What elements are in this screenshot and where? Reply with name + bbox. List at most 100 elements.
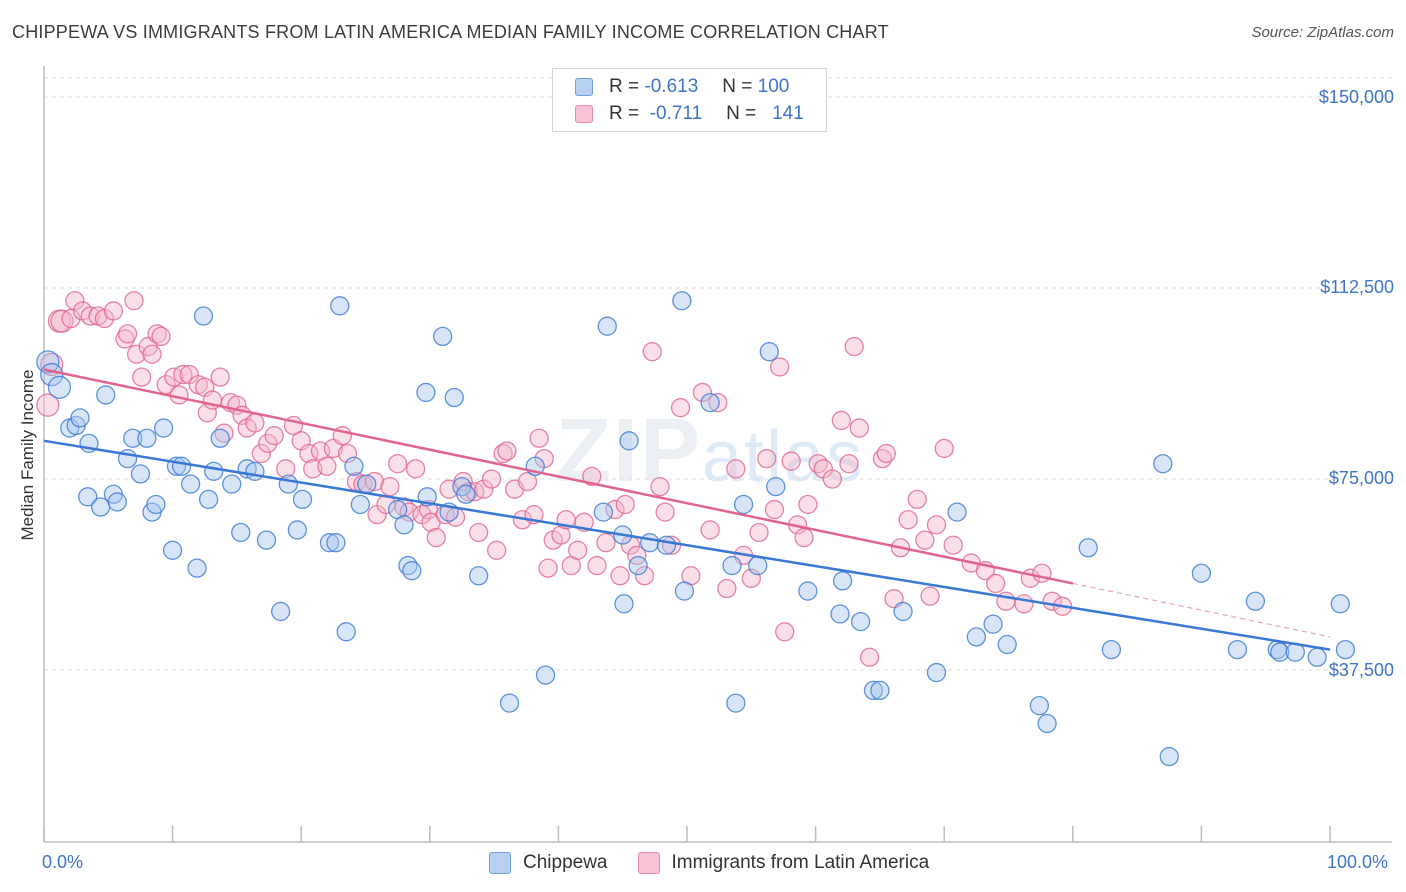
chippewa-point (187, 558, 207, 578)
latin-america-point (627, 545, 647, 566)
latin-america-point (655, 502, 675, 522)
latin-america-point (126, 344, 147, 364)
legend-row-chippewa: R = -0.613 N = 100 (575, 75, 789, 99)
chippewa-point (210, 428, 230, 448)
chippewa-point (700, 392, 720, 413)
chippewa-point (326, 533, 346, 553)
series-chippewa-points (36, 291, 1356, 767)
chippewa-point (798, 581, 818, 601)
chippewa-point (893, 601, 913, 622)
chippewa-point (36, 350, 60, 374)
latin-america-point (907, 489, 927, 510)
latin-america-point (303, 459, 323, 479)
series-legend: Chippewa Immigrants from Latin America (489, 852, 959, 874)
chippewa-point (394, 515, 414, 535)
chippewa-point (672, 291, 692, 311)
chippewa-point (640, 533, 660, 553)
latin-america-point (844, 336, 864, 357)
latin-america-point (245, 413, 265, 433)
chippewa-point (287, 520, 307, 540)
legend-n-value: 141 (772, 103, 804, 124)
latin-america-point (831, 410, 851, 431)
latin-america-point (258, 433, 278, 453)
latin-america-point (781, 451, 801, 471)
chippewa-point (674, 581, 695, 601)
latin-america-point (364, 471, 385, 492)
chippewa-point (319, 533, 340, 553)
latin-america-point (876, 443, 896, 464)
chippewa-point (444, 387, 464, 408)
latin-america-point (670, 398, 691, 418)
chippewa-point (70, 408, 90, 428)
chippewa-point (137, 428, 157, 448)
chippewa-point (832, 571, 853, 591)
chippewa-point (1078, 538, 1098, 558)
latin-america-point (985, 573, 1006, 594)
chippewa-point (162, 540, 183, 560)
chippewa-point (146, 494, 166, 515)
chippewa-point (628, 555, 648, 576)
chippewa-point (1191, 563, 1212, 583)
latin-america-point (859, 647, 880, 667)
latin-america-point (103, 301, 124, 321)
y-axis-label: Median Family Income (18, 369, 37, 541)
latin-america-point (615, 494, 635, 515)
chippewa-point (830, 604, 850, 624)
legend-label-chippewa: Chippewa (523, 852, 608, 873)
latin-america-point (458, 482, 479, 502)
chippewa-point (1101, 639, 1122, 660)
latin-america-point (692, 382, 713, 403)
latin-america-point (80, 306, 100, 326)
legend-row-latin-america: R = -0.711 N = 141 (575, 102, 804, 126)
legend-swatch-latin-america (637, 852, 660, 874)
chippewa-point (402, 561, 422, 581)
latin-america-point (708, 392, 728, 413)
latin-america-point (775, 622, 795, 642)
chippewa-point (1307, 647, 1327, 667)
latin-america-point (317, 456, 337, 476)
latin-america-point (764, 499, 785, 520)
latin-america-point (943, 535, 963, 555)
chippewa-point (222, 474, 242, 494)
x-tick-label-max: 100.0% (1327, 852, 1389, 872)
latin-america-point (251, 443, 271, 464)
chippewa-point (1037, 713, 1057, 734)
latin-america-point (610, 566, 630, 586)
y-tick-label-112500: $112,500 (1320, 277, 1394, 297)
chippewa-point (1227, 639, 1248, 660)
chippewa-point (1159, 746, 1179, 767)
latin-america-point (487, 540, 507, 560)
latin-america-point (529, 428, 549, 448)
latin-america-point (898, 510, 918, 530)
chippewa-point (357, 474, 377, 494)
chippewa-point (966, 627, 986, 647)
legend-item-latin-america: Immigrants from Latin America (637, 852, 929, 874)
chippewa-point (245, 461, 265, 482)
chippewa-point (947, 502, 967, 522)
legend-swatch-pink (575, 105, 593, 123)
latin-america-point (481, 469, 502, 489)
chippewa-point (726, 693, 746, 713)
chippewa-point (1029, 696, 1050, 716)
chippewa-point (614, 594, 634, 614)
latin-america-point (173, 364, 193, 385)
axes (43, 66, 1392, 843)
latin-america-point (915, 530, 935, 550)
chippewa-point (456, 484, 476, 504)
latin-america-point (839, 454, 859, 474)
chippewa-point (1245, 591, 1266, 611)
latin-america-point (210, 367, 230, 387)
latin-america-point (474, 479, 494, 499)
latin-america-point (605, 499, 625, 520)
latin-america-point (822, 469, 842, 489)
chippewa-point (256, 530, 277, 550)
legend-item-chippewa: Chippewa (489, 852, 608, 874)
chippewa-point (535, 665, 556, 685)
latin-america-point (934, 438, 954, 459)
latin-america-point (726, 459, 746, 479)
chippewa-point (416, 382, 436, 403)
latin-america-point (1014, 594, 1034, 614)
chippewa-point (433, 326, 453, 347)
trend-lines (43, 368, 1331, 651)
latin-america-point (469, 522, 489, 543)
